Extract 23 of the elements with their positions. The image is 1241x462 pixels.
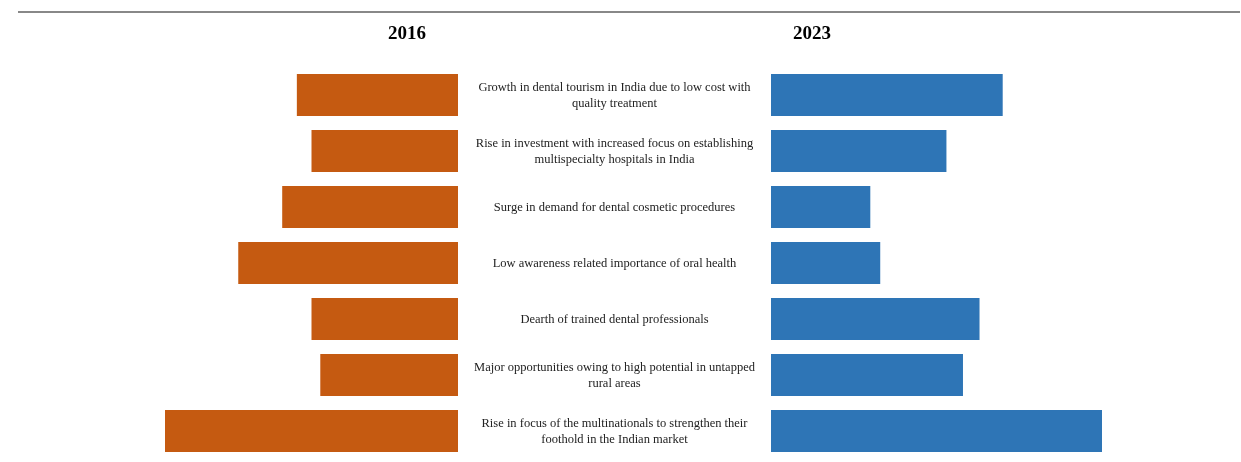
y-tick-label: Major opportunities owing to high potential in untapped rural areas: [473, 359, 756, 392]
bar: [238, 242, 458, 284]
bar: [320, 354, 458, 396]
bar: [771, 74, 1003, 116]
bar: [296, 74, 458, 116]
bar: [771, 130, 947, 172]
chart-title: 2023: [792, 22, 832, 44]
bar: [771, 354, 963, 396]
bar: [311, 298, 458, 340]
y-tick-label: Growth in dental tourism in India due to low cost with quality treatment: [477, 79, 752, 112]
y-tick-label: Surge in demand for dental cosmetic procedures: [492, 199, 737, 216]
bar: [771, 242, 881, 284]
bar: [165, 410, 458, 452]
y-tick-label: Dearth of trained dental professionals: [519, 311, 710, 328]
y-tick-label: Rise in focus of the multinationals to strengthen their foothold in the Indian market: [480, 415, 749, 448]
bar: [282, 186, 458, 228]
bar: [771, 298, 980, 340]
bar: [771, 410, 1102, 452]
y-tick-label: Rise in investment with increased focus on establishing multispecialty hospitals in India: [474, 135, 755, 168]
chart-title: 2016: [387, 22, 427, 44]
bar: [771, 186, 871, 228]
bar: [311, 130, 458, 172]
y-tick-label: Low awareness related importance of oral health: [491, 255, 738, 272]
